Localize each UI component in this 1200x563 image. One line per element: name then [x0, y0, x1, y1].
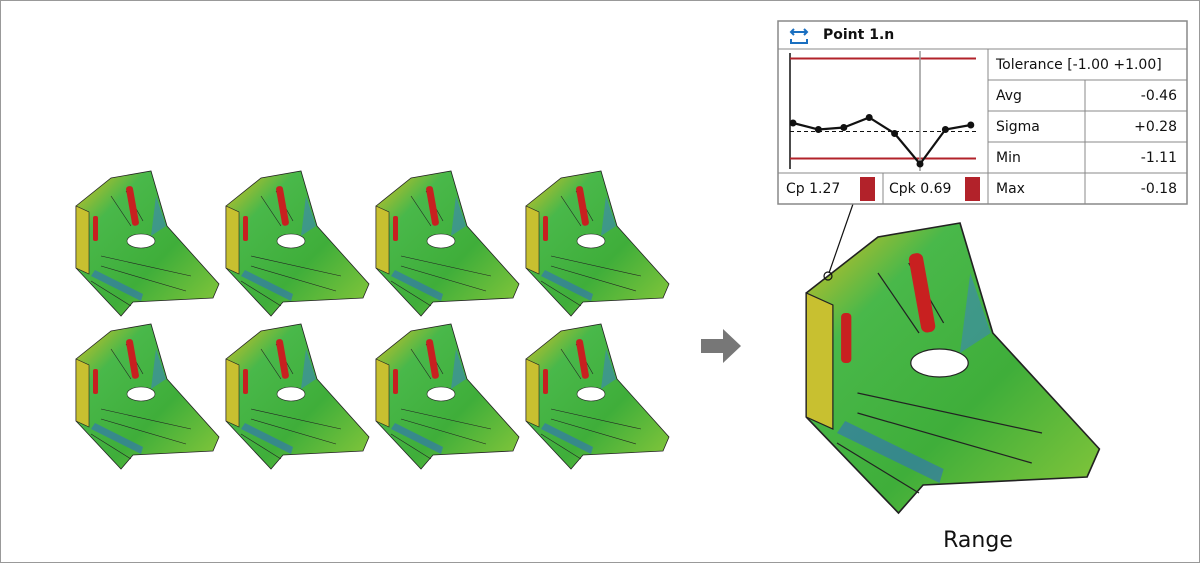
point [941, 126, 949, 133]
stat-label: Min [996, 150, 1021, 166]
callout-line [828, 203, 854, 274]
stat-label: Max [996, 181, 1025, 197]
part [525, 323, 670, 470]
cp: Cp 1.27 [786, 181, 840, 197]
stat-label: Sigma [996, 119, 1040, 135]
part [225, 323, 370, 470]
point [891, 130, 899, 137]
point [865, 114, 873, 121]
stats-panel: Point 1.n Tolerance [-1.00 +1.00] Cp 1.2… [777, 20, 1188, 205]
point [814, 126, 822, 133]
part [225, 170, 370, 317]
panel-title: Point 1.n [823, 27, 894, 43]
callout-point [823, 271, 833, 281]
series-line [792, 116, 971, 166]
cpk: Cpk 0.69 [889, 181, 951, 197]
stat-value: -0.18 [1141, 181, 1177, 197]
stat-value: +0.28 [1134, 119, 1177, 135]
point [967, 121, 975, 129]
part-grid [75, 170, 670, 470]
stat-value: -1.11 [1141, 150, 1177, 166]
part [525, 170, 670, 317]
part [375, 170, 520, 317]
arrow [701, 329, 741, 363]
point [840, 124, 848, 131]
stat-label: Avg [996, 88, 1022, 104]
point [789, 119, 797, 127]
point-icon [789, 28, 809, 44]
part [375, 323, 520, 470]
result-part [805, 221, 1101, 515]
caption: Range [943, 528, 1013, 553]
point [916, 160, 924, 168]
cpk-indicator [965, 177, 980, 201]
part [75, 323, 220, 470]
cp-indicator [860, 177, 875, 201]
part [75, 170, 220, 317]
stat-value: -0.46 [1141, 88, 1177, 104]
tolerance: Tolerance [-1.00 +1.00] [995, 57, 1162, 73]
